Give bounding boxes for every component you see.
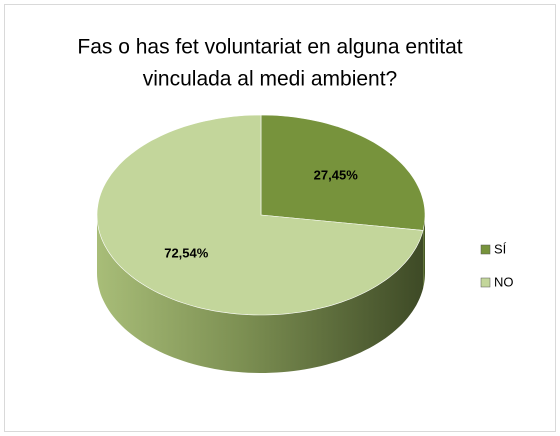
- chart-title: vinculada al medi ambient?: [143, 68, 397, 91]
- legend-swatch: [480, 244, 491, 255]
- data-label: 27,45%: [314, 167, 359, 182]
- pie-side: [97, 215, 424, 373]
- pie-side: [423, 215, 425, 289]
- data-label: 72,54%: [164, 245, 209, 260]
- legend-label: SÍ: [494, 241, 507, 256]
- pie-slice: [96, 114, 424, 316]
- chart-title: Fas o has fet voluntariat en alguna enti…: [77, 36, 462, 59]
- legend-label: NO: [494, 274, 514, 289]
- legend-swatch: [480, 277, 491, 288]
- pie-slice: [260, 114, 426, 231]
